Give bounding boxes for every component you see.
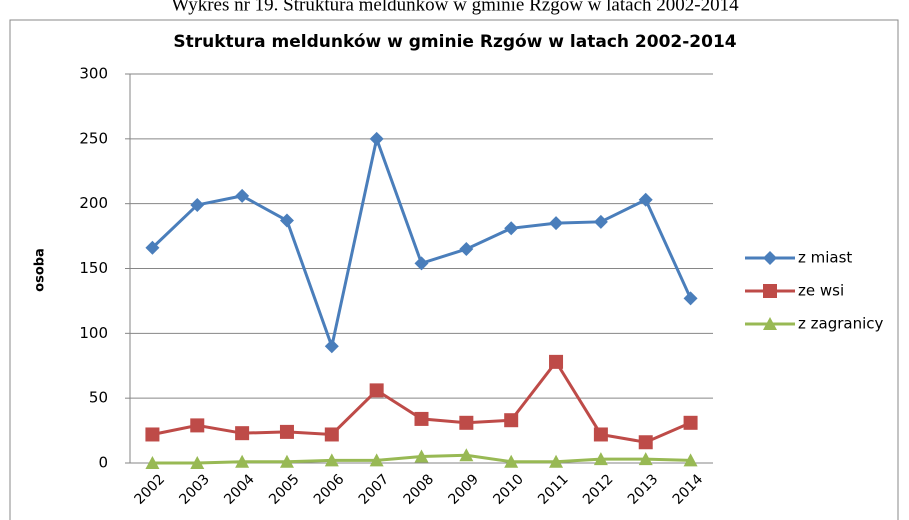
data-point [235,454,250,468]
caption: Wykres nr 19. Struktura meldunków w gmin… [171,0,739,15]
data-point [549,354,564,369]
data-point [369,131,384,146]
data-point [638,192,653,207]
y-tick-label: 250 [79,129,108,147]
legend-label: z miast [798,249,852,267]
data-point [549,216,564,231]
data-point [369,453,384,467]
data-point [235,188,250,203]
y-tick-label: 0 [98,454,108,472]
data-point [683,415,698,430]
data-point [414,449,429,463]
data-point [190,197,205,212]
y-tick-label: 200 [79,194,108,212]
data-point [235,426,250,441]
data-point [145,427,160,442]
data-point [459,415,474,430]
data-point [638,435,653,450]
data-point [369,383,384,398]
data-point [504,221,519,236]
y-tick-label: 50 [89,389,108,407]
data-point [683,291,698,306]
y-axis-label: osoba [33,248,48,292]
data-point [593,427,608,442]
data-point [414,411,429,426]
data-point [324,453,339,467]
chart-title: Struktura meldunków w gminie Rzgów w lat… [173,32,736,52]
data-point [638,452,653,466]
data-point [279,213,294,228]
data-point [683,453,698,467]
legend-label: ze wsi [798,282,844,300]
legend-marker [763,251,777,265]
data-point [549,454,564,468]
data-point [459,448,474,462]
data-point [324,427,339,442]
data-point [324,339,339,354]
y-tick-label: 100 [79,324,108,342]
data-point [593,452,608,466]
data-point [190,418,205,433]
y-tick-label: 300 [79,65,108,83]
data-point [459,242,474,257]
data-point [145,456,160,469]
data-point [279,424,294,439]
legend-label: z zagranicy [798,315,884,333]
legend-marker [763,284,777,298]
data-point [279,454,294,468]
legend-marker [763,317,777,330]
data-point [190,456,205,469]
data-point [504,413,519,428]
data-point [145,240,160,255]
data-point [414,256,429,271]
chart-frame [9,19,899,520]
y-tick-label: 150 [79,259,108,277]
data-point [504,454,519,468]
data-point [593,214,608,229]
